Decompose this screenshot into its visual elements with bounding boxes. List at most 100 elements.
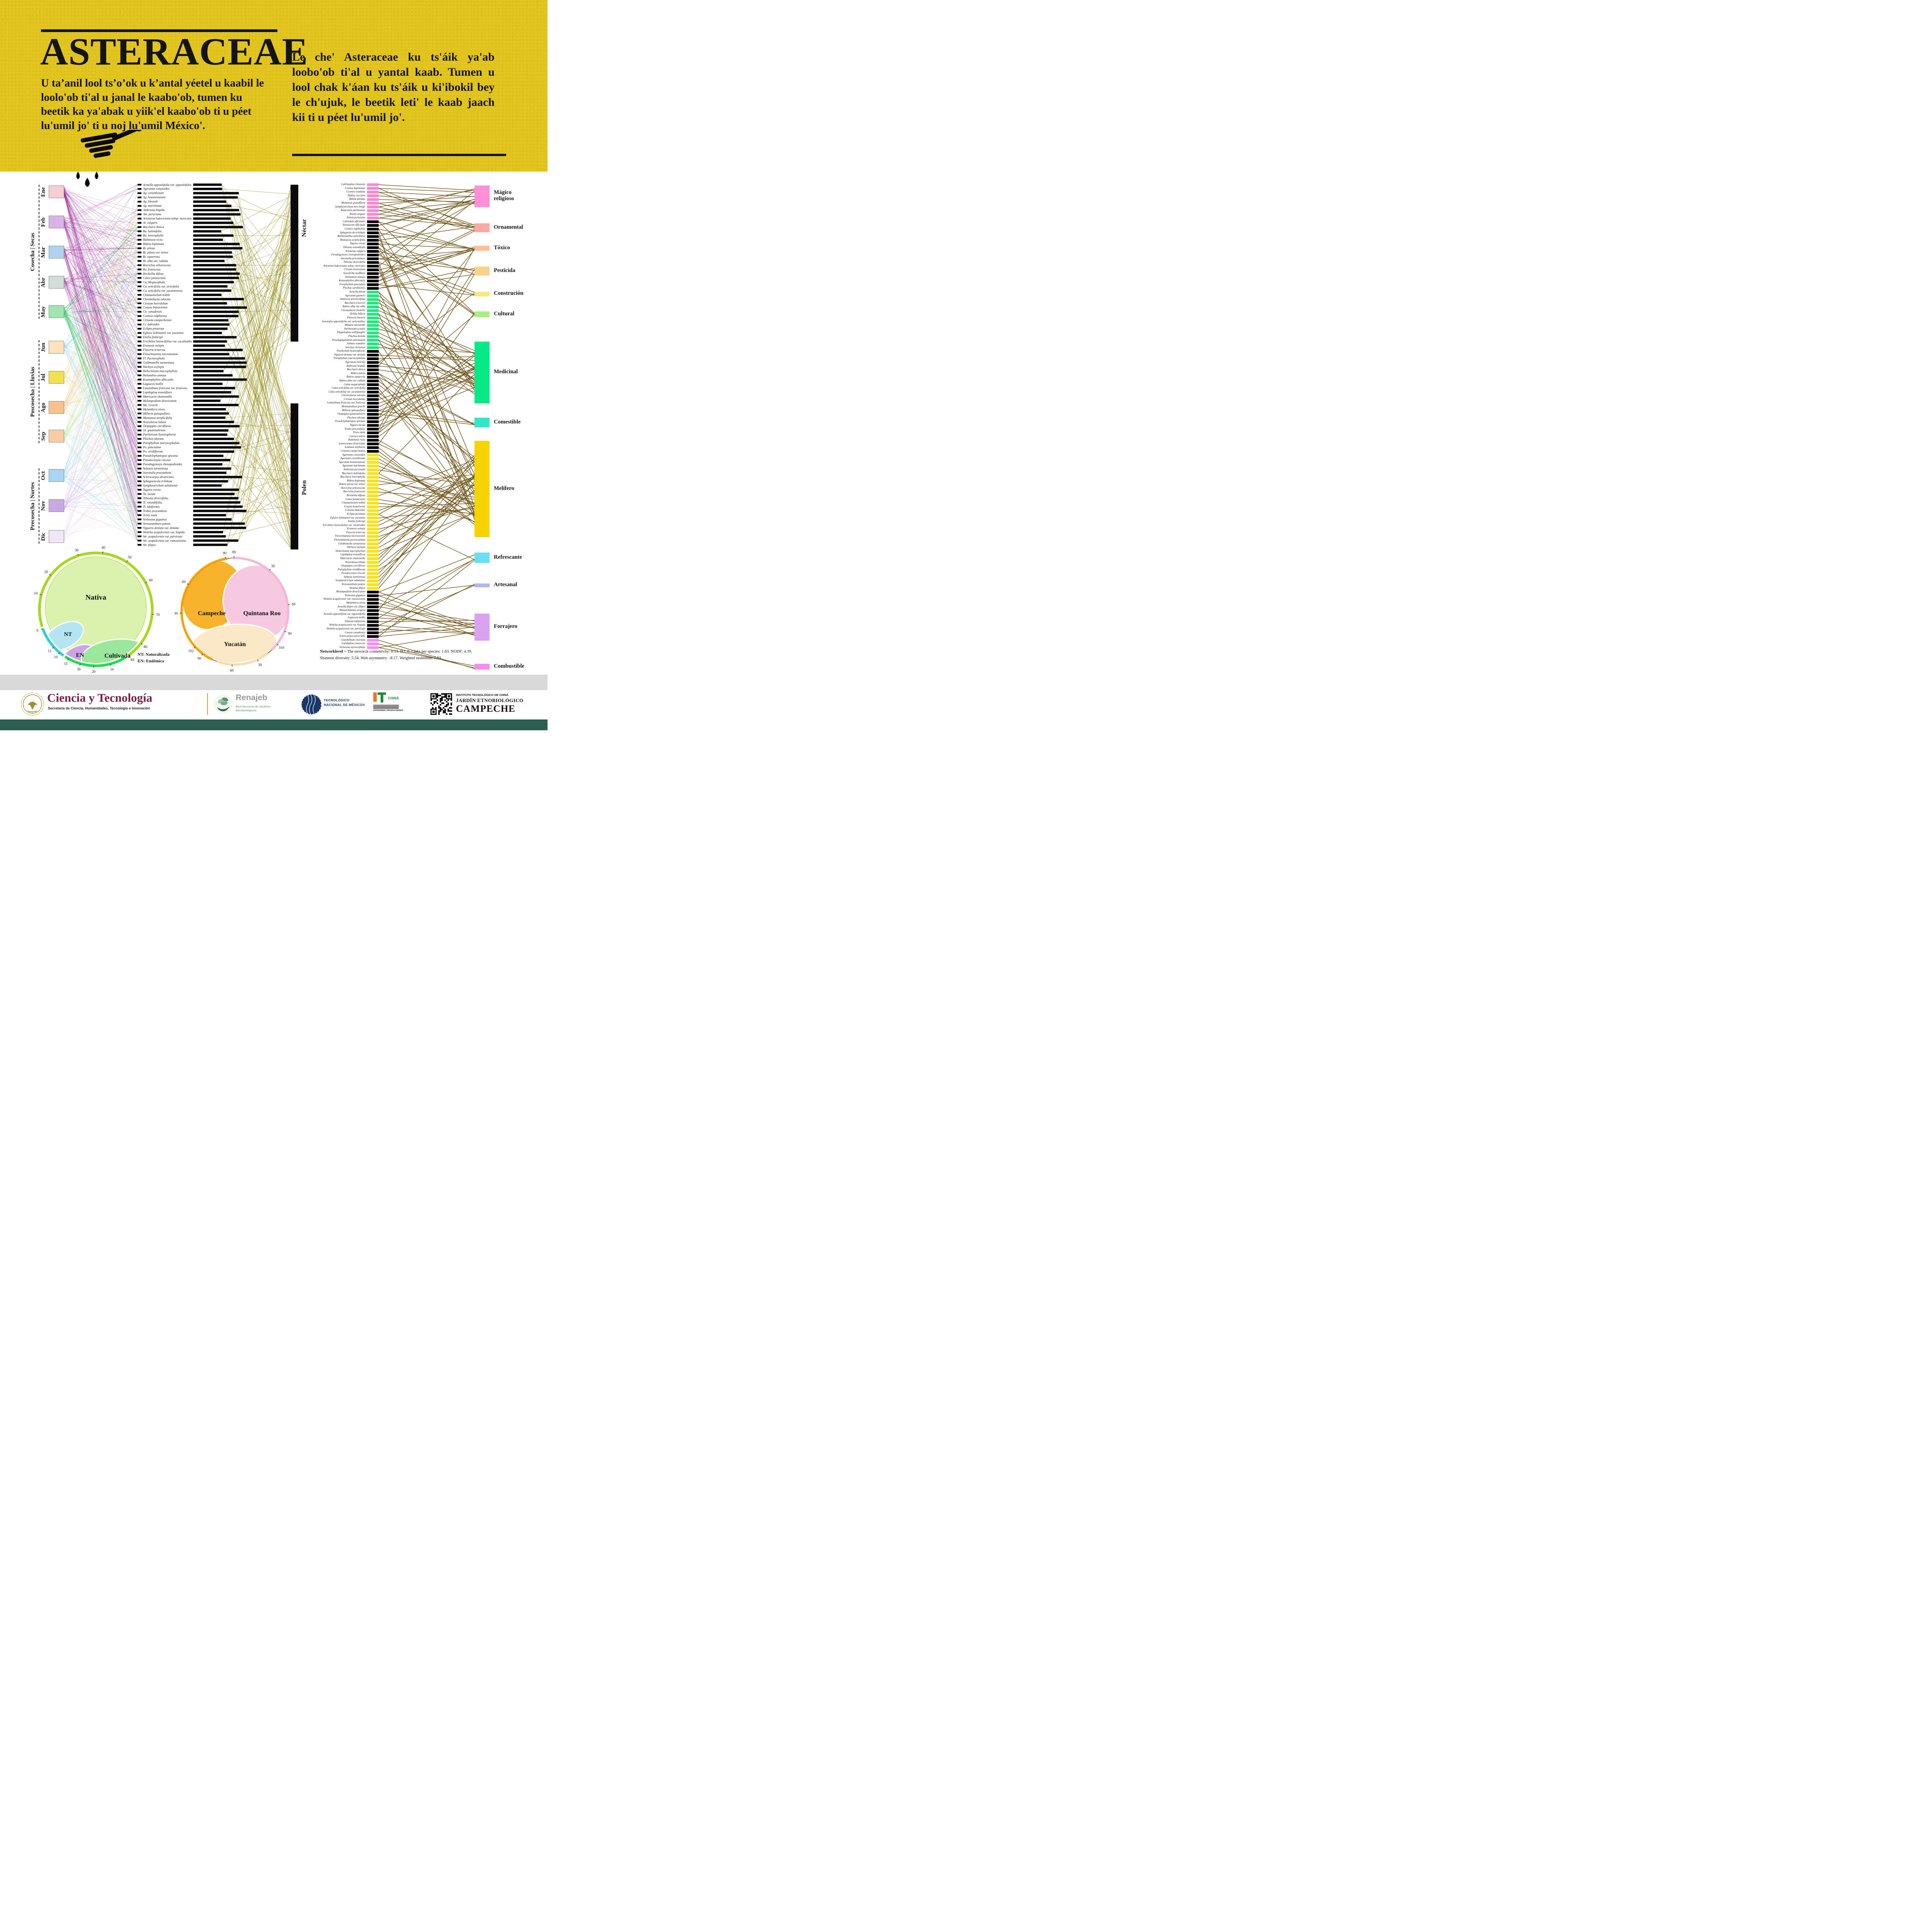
right-species-name: Chromolaena lundellii <box>341 309 365 312</box>
right-species-name: Baltimora recta <box>348 439 365 442</box>
left-species-name: Conyza bonariensis <box>143 306 168 310</box>
right-species-name: Conyza bonariensis <box>344 505 365 508</box>
left-species-name: Hebeclinium macrophyllum <box>143 369 177 373</box>
right-species-name: Ambrosia artemisiifolia <box>340 298 365 301</box>
itchina-logo: CHINÁ APRENDER PRODUCIENDO <box>373 692 412 712</box>
season-label-2: Precosecha | Nortes <box>29 482 36 530</box>
right-species-name: Fleischmannia pycnocephala <box>334 539 365 542</box>
category-label-10: Artesanal <box>494 582 517 588</box>
left-species-name: Ca. Megacephala <box>143 280 165 284</box>
left-species-name: Po. viridiflorum <box>143 450 163 454</box>
svg-text:60: 60 <box>149 578 153 582</box>
right-species-name: Vernonanthura patens <box>341 583 365 586</box>
left-species-name: Bi. pilosa <box>143 246 155 250</box>
right-species-name: Bidens alba var. alba <box>342 305 365 308</box>
right-species-name: Pseudognaphalium attenuatum <box>332 338 365 342</box>
left-species-name: Bo. frutescens <box>143 267 161 271</box>
left-species-name: Borrichia arborescens <box>143 263 171 267</box>
right-species-name: Parthenium schottii <box>344 327 365 330</box>
svg-text:20: 20 <box>44 570 48 574</box>
right-species-name: Sonchus oleraceus <box>345 346 365 349</box>
right-species-name: Lactuca sativa <box>349 435 365 438</box>
left-species-name: Cirsium horridulum <box>143 301 168 305</box>
left-species-name: Melanthera nivea <box>143 407 165 411</box>
left-species-name: Sphagneticola trilobata <box>143 480 172 483</box>
right-species-name: Egletes liebmannii var. yucatana <box>330 516 365 519</box>
svg-text:60: 60 <box>182 580 186 584</box>
left-species-name: Tagetes erecta <box>143 488 161 492</box>
left-species-name: Pluchea odorata <box>143 437 164 441</box>
left-species-name: Milleria quinqueflora <box>143 412 170 415</box>
right-species-name: Sclerocarpus divaricatus <box>338 442 365 445</box>
left-species-name: Ambrosia hispida <box>143 208 165 212</box>
intro-paragraph-left: U ta’anil lool ts’o’ok u k’antal yéetel … <box>41 77 264 132</box>
legend-nt: NT: Naturalizada <box>138 652 170 657</box>
right-species-name: Ageratum maritimum <box>342 464 365 468</box>
left-species-name: Ag. corymbosum <box>143 191 164 195</box>
right-species-name: Verbesina gigantea <box>344 594 365 597</box>
poster: ASTERACEAE U ta’anil lool ts’o’ok u k’an… <box>0 0 548 730</box>
right-species-name: Baccharis heterophylla <box>340 476 365 479</box>
right-species-name: Chromolaena odorata <box>341 394 365 397</box>
svg-text:103: 103 <box>279 646 284 650</box>
stats-line2: Shannon diversity: 5.54. Web asymmetry: … <box>320 656 442 661</box>
category-label-11: Forrajero <box>494 623 517 629</box>
left-species-name: Bi. pilosa var. minor <box>143 250 168 254</box>
left-species-name: Calea jamaicensis <box>143 276 166 280</box>
left-species-name: Ag. houstonianum <box>143 196 166 199</box>
right-species-name: Launaea intybacea <box>345 446 365 449</box>
left-species-name: We. acapulcensis var. parviceps <box>143 534 182 538</box>
right-species-name: Dahlia coccinea <box>347 194 365 197</box>
left-species-name: Pseudogynoxys chenopodioides <box>143 463 182 466</box>
category-block-4 <box>474 292 490 296</box>
right-species-name: Lepidaploa canescens <box>341 642 365 645</box>
right-species-name: Lasianthaea fruticosa var. fruticosa <box>327 401 365 405</box>
svg-text:90: 90 <box>288 632 292 636</box>
qr-code <box>430 693 452 715</box>
left-species-name: Po. punctatum <box>143 446 161 449</box>
left-species-name: Parthenium hysterophorus <box>143 433 176 437</box>
garden-name: JARDÍN ETNOBIOLÓGICO <box>456 697 524 703</box>
svg-text:50: 50 <box>128 556 132 560</box>
svg-text:10: 10 <box>34 592 38 595</box>
intro-paragraph-right: Le che' Asteraceae ku ts'áik ya'ab loobo… <box>292 51 495 124</box>
left-species-name: Lagascea mollis <box>143 382 163 386</box>
right-species-name: Pseudoconyza viscosa <box>341 572 365 575</box>
svg-text:Campeche: Campeche <box>198 610 226 617</box>
svg-text:40: 40 <box>102 546 105 550</box>
month-label-jun: Jun <box>40 342 46 352</box>
right-species-name: Goldmanella sarmentosa <box>338 542 365 545</box>
right-species-name: Tridax procumbens <box>344 427 365 430</box>
right-species-name: Caléndula officinalis <box>343 220 365 223</box>
month-species-flows <box>64 184 138 545</box>
month-block-ago <box>49 401 64 414</box>
agency-title: Ciencia y Tecnología <box>47 691 153 704</box>
right-species-name: Pseudelephantopus spicatus <box>335 420 365 423</box>
left-species-name: Egletes liebmannii var. yucatana <box>143 331 184 335</box>
left-species-name: Koanophyllon albicaulis <box>143 378 173 381</box>
category-block-7 <box>474 418 490 427</box>
right-species-name: Acmella oppositifolia var. oppositifolia <box>323 612 365 616</box>
left-species-name: Verbesina gigantea <box>143 517 167 521</box>
right-species-name: Melanthera nivea <box>346 601 365 604</box>
left-species-name: Am. peruviana <box>143 213 162 216</box>
right-species-name: Ageratum corymbosum <box>340 457 365 460</box>
right-species-name: Delilia biflora <box>350 313 365 316</box>
network-stats: Networklevel = The neworck connetitvity:… <box>320 648 482 662</box>
category-block-11 <box>474 614 490 641</box>
category-label-9: Refrescante <box>494 554 522 560</box>
svg-text:102: 102 <box>188 649 194 653</box>
right-species-name: Synedrella nodiflora <box>343 272 365 275</box>
right-species-name: Artemisia ludoviciana subsp. mexicana <box>323 264 365 267</box>
left-species-name: Eclipta prostrata <box>143 327 164 331</box>
right-species-name: Cirsium mexicanum <box>344 268 365 271</box>
garden-city: CAMPECHE <box>456 704 515 714</box>
right-species-name: Brickellia diffusa <box>347 494 365 497</box>
right-species-name: Milleria quinqueflora <box>342 409 365 412</box>
left-species-name: Helianthus annuus <box>143 373 167 377</box>
right-species-name: Conyza canadensis <box>344 631 365 634</box>
left-species-name: Cosmos sulphureus <box>143 314 167 318</box>
right-species-name: Pluchea foetida <box>348 335 365 338</box>
right-species-name: Melampodium divaricatum <box>336 590 365 594</box>
